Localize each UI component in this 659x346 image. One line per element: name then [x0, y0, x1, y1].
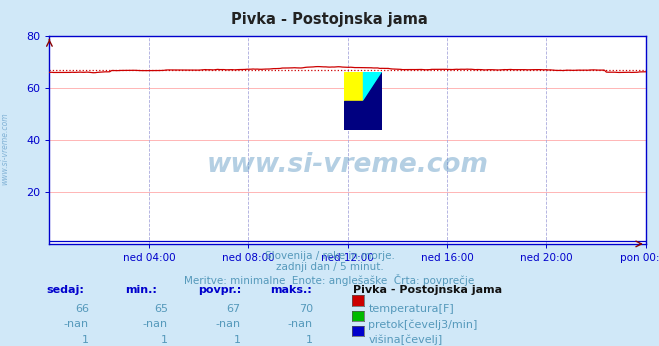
Text: Pivka - Postojnska jama: Pivka - Postojnska jama [353, 285, 501, 295]
Text: 1: 1 [233, 335, 241, 345]
Text: -nan: -nan [215, 319, 241, 329]
Text: povpr.:: povpr.: [198, 285, 241, 295]
Text: zadnji dan / 5 minut.: zadnji dan / 5 minut. [275, 262, 384, 272]
Text: višina[čevelj]: višina[čevelj] [368, 335, 443, 345]
Text: 1: 1 [306, 335, 313, 345]
Bar [344, 72, 363, 101]
Text: temperatura[F]: temperatura[F] [368, 304, 454, 314]
Polygon shape [363, 72, 382, 101]
Text: maks.:: maks.: [270, 285, 312, 295]
Text: Meritve: minimalne  Enote: anglešaške  Črta: povprečje: Meritve: minimalne Enote: anglešaške Črt… [185, 274, 474, 286]
Text: Pivka - Postojnska jama: Pivka - Postojnska jama [231, 12, 428, 27]
Text: Slovenija / reke in morje.: Slovenija / reke in morje. [264, 251, 395, 261]
Polygon shape [344, 101, 382, 130]
Text: pretok[čevelj3/min]: pretok[čevelj3/min] [368, 319, 478, 330]
Text: www.si-vreme.com: www.si-vreme.com [0, 112, 9, 185]
Text: sedaj:: sedaj: [46, 285, 84, 295]
Text: min.:: min.: [125, 285, 157, 295]
Text: 65: 65 [154, 304, 168, 314]
Text: 1: 1 [161, 335, 168, 345]
Text: -nan: -nan [143, 319, 168, 329]
Text: -nan: -nan [64, 319, 89, 329]
Text: 1: 1 [82, 335, 89, 345]
Text: 70: 70 [299, 304, 313, 314]
Bar [363, 72, 382, 101]
Text: 67: 67 [227, 304, 241, 314]
Text: www.si-vreme.com: www.si-vreme.com [207, 152, 488, 178]
Text: 66: 66 [75, 304, 89, 314]
Text: -nan: -nan [288, 319, 313, 329]
